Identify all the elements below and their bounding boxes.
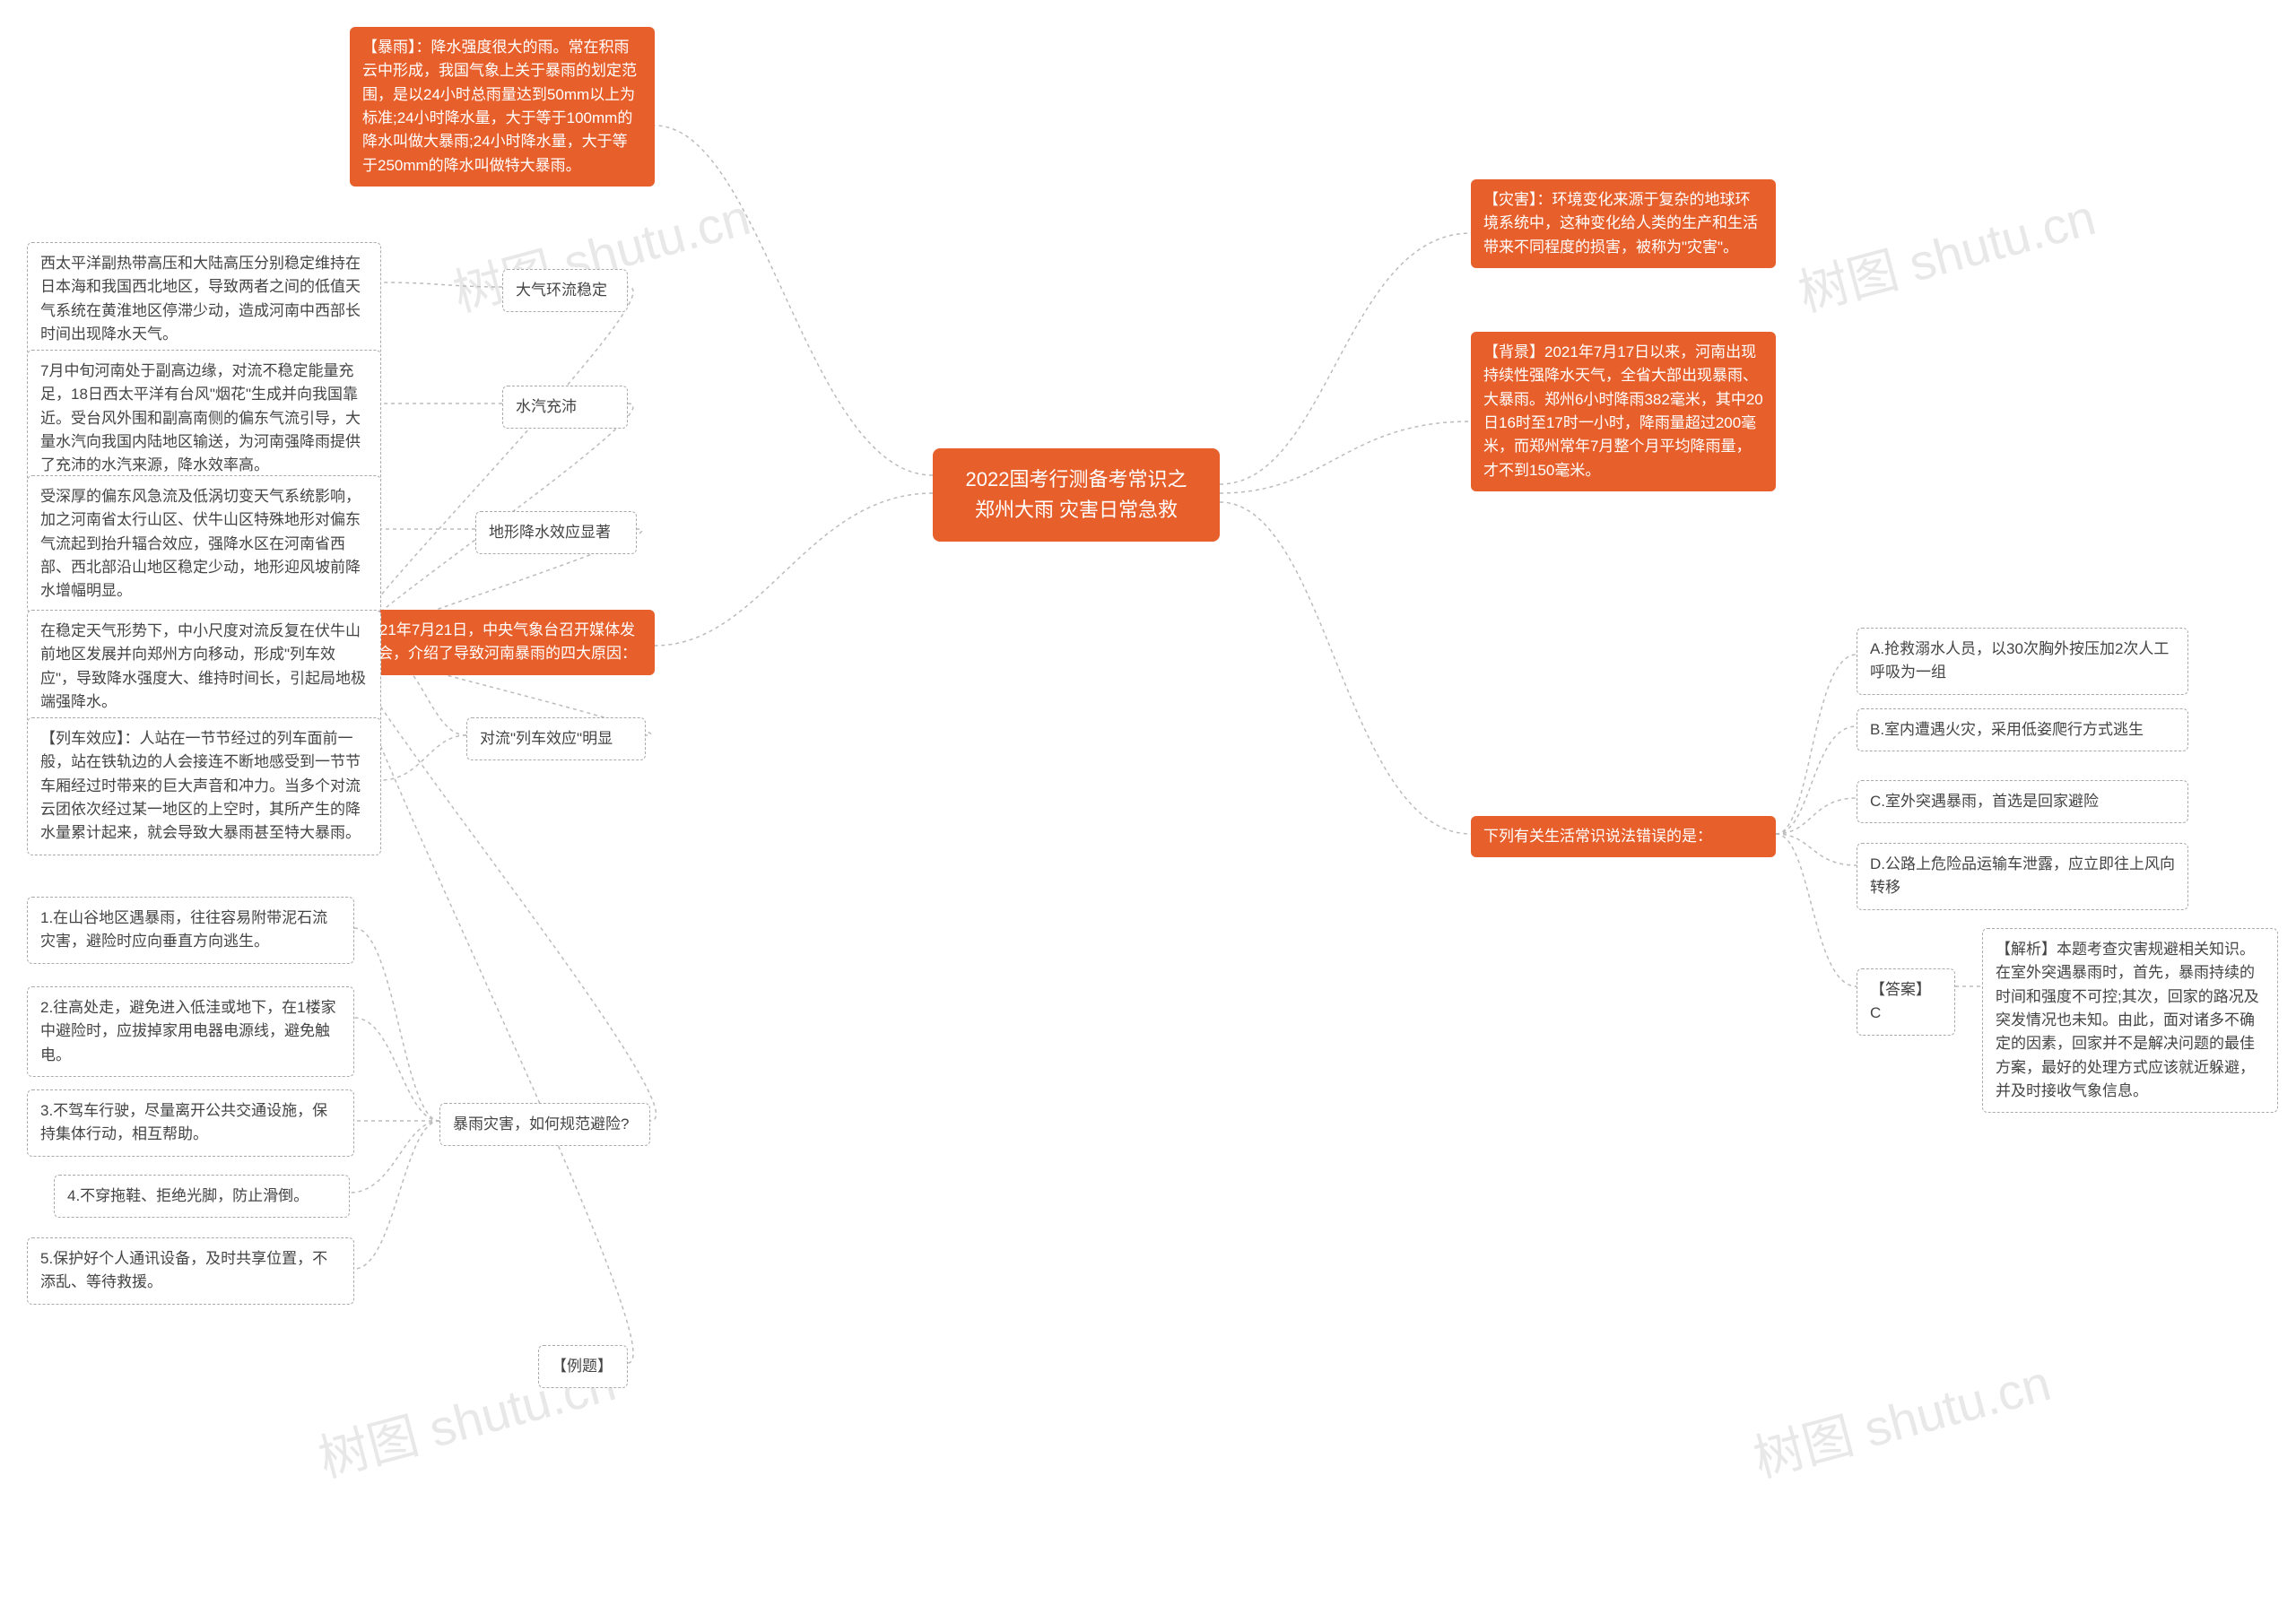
- reason-2-detail: 7月中旬河南处于副高边缘，对流不稳定能量充足，18日西太平洋有台风"烟花"生成并…: [27, 350, 381, 488]
- r5-item-5: 5.保护好个人通讯设备，及时共享位置，不添乱、等待救援。: [27, 1237, 354, 1305]
- option-c: C.室外突遇暴雨，首选是回家避险: [1857, 780, 2188, 823]
- node-question: 下列有关生活常识说法错误的是：: [1471, 816, 1776, 857]
- reason-4-detail2: 【列车效应】：人站在一节节经过的列车面前一般，站在铁轨边的人会接连不断地感受到一…: [27, 717, 381, 855]
- reason-3-label: 地形降水效应显著: [475, 511, 637, 554]
- answer: 【答案】C: [1857, 968, 1955, 1036]
- option-b: B.室内遭遇火灾，采用低姿爬行方式逃生: [1857, 708, 2188, 751]
- option-d: D.公路上危险品运输车泄露，应立即往上风向转移: [1857, 843, 2188, 910]
- center-node: 2022国考行测备考常识之 郑州大雨 灾害日常急救: [933, 448, 1220, 542]
- node-four-reasons: 2021年7月21日，中央气象台召开媒体发布会，介绍了导致河南暴雨的四大原因：: [350, 610, 655, 675]
- reason-3-detail: 受深厚的偏东风急流及低涡切变天气系统影响，加之河南省太行山区、伏牛山区特殊地形对…: [27, 475, 381, 613]
- reason-2-label: 水汽充沛: [502, 386, 628, 429]
- reason-1-label: 大气环流稳定: [502, 269, 628, 312]
- watermark: 树图 shutu.cn: [1744, 1342, 2057, 1491]
- node-rain-def: 【暴雨】：降水强度很大的雨。常在积雨云中形成，我国气象上关于暴雨的划定范围，是以…: [350, 27, 655, 187]
- r5-item-3: 3.不驾车行驶，尽量离开公共交通设施，保持集体行动，相互帮助。: [27, 1089, 354, 1157]
- r5-item-1: 1.在山谷地区遇暴雨，往往容易附带泥石流灾害，避险时应向垂直方向逃生。: [27, 897, 354, 964]
- reason-1-detail: 西太平洋副热带高压和大陆高压分别稳定维持在日本海和我国西北地区，导致两者之间的低…: [27, 242, 381, 356]
- watermark: 树图 shutu.cn: [1789, 177, 2102, 325]
- reason-6-label: 【例题】: [538, 1345, 628, 1388]
- center-title-1: 2022国考行测备考常识之: [966, 468, 1187, 490]
- analysis: 【解析】本题考查灾害规避相关知识。在室外突遇暴雨时，首先，暴雨持续的时间和强度不…: [1982, 928, 2278, 1113]
- reason-4-label: 对流"列车效应"明显: [466, 717, 646, 760]
- node-background: 【背景】2021年7月17日以来，河南出现持续性强降水天气，全省大部出现暴雨、大…: [1471, 332, 1776, 491]
- reason-5-label: 暴雨灾害，如何规范避险?: [439, 1103, 650, 1146]
- r5-item-2: 2.往高处走，避免进入低洼或地下，在1楼家中避险时，应拔掉家用电器电源线，避免触…: [27, 986, 354, 1077]
- r5-item-4: 4.不穿拖鞋、拒绝光脚，防止滑倒。: [54, 1175, 350, 1218]
- center-title-2: 郑州大雨 灾害日常急救: [975, 499, 1178, 521]
- reason-4-detail: 在稳定天气形势下，中小尺度对流反复在伏牛山前地区发展并向郑州方向移动，形成"列车…: [27, 610, 381, 724]
- node-disaster-def: 【灾害】：环境变化来源于复杂的地球环境系统中，这种变化给人类的生产和生活带来不同…: [1471, 179, 1776, 268]
- option-a: A.抢救溺水人员，以30次胸外按压加2次人工呼吸为一组: [1857, 628, 2188, 695]
